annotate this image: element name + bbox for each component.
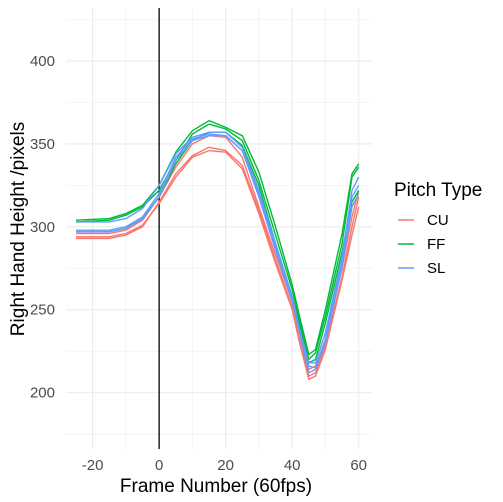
series-line-sl	[76, 135, 360, 374]
y-tick-label: 400	[30, 53, 55, 70]
series-line-ff	[75, 120, 360, 356]
y-tick-label: 200	[30, 385, 55, 402]
x-tick-label: 60	[350, 457, 367, 474]
x-tick-label: -20	[82, 457, 104, 474]
y-ticks: 200 250 300 350 400	[30, 53, 55, 402]
legend-title: Pitch Type	[394, 180, 482, 201]
legend: Pitch Type CU FF SL	[394, 180, 482, 277]
y-tick-label: 300	[30, 219, 55, 236]
series-line-sl	[76, 133, 360, 364]
y-tick-label: 250	[30, 302, 55, 319]
series-lines	[75, 120, 360, 381]
y-axis-title: Right Hand Height /pixels	[8, 122, 29, 336]
series-line-ff	[75, 123, 360, 361]
x-tick-label: 40	[284, 457, 301, 474]
legend-label-sl: SL	[427, 260, 445, 277]
x-tick-label: 20	[217, 457, 234, 474]
series-line-ff	[76, 131, 360, 364]
grid	[66, 8, 372, 449]
x-tick-label: 0	[155, 457, 163, 474]
y-tick-label: 350	[30, 136, 55, 153]
legend-label-cu: CU	[427, 212, 449, 229]
x-ticks: -20 0 20 40 60	[82, 457, 367, 474]
x-axis-title: Frame Number (60fps)	[120, 476, 312, 497]
series-line-sl	[76, 131, 360, 369]
series-line-cu	[76, 135, 360, 371]
series-line-cu	[76, 146, 360, 377]
legend-label-ff: FF	[427, 236, 445, 253]
